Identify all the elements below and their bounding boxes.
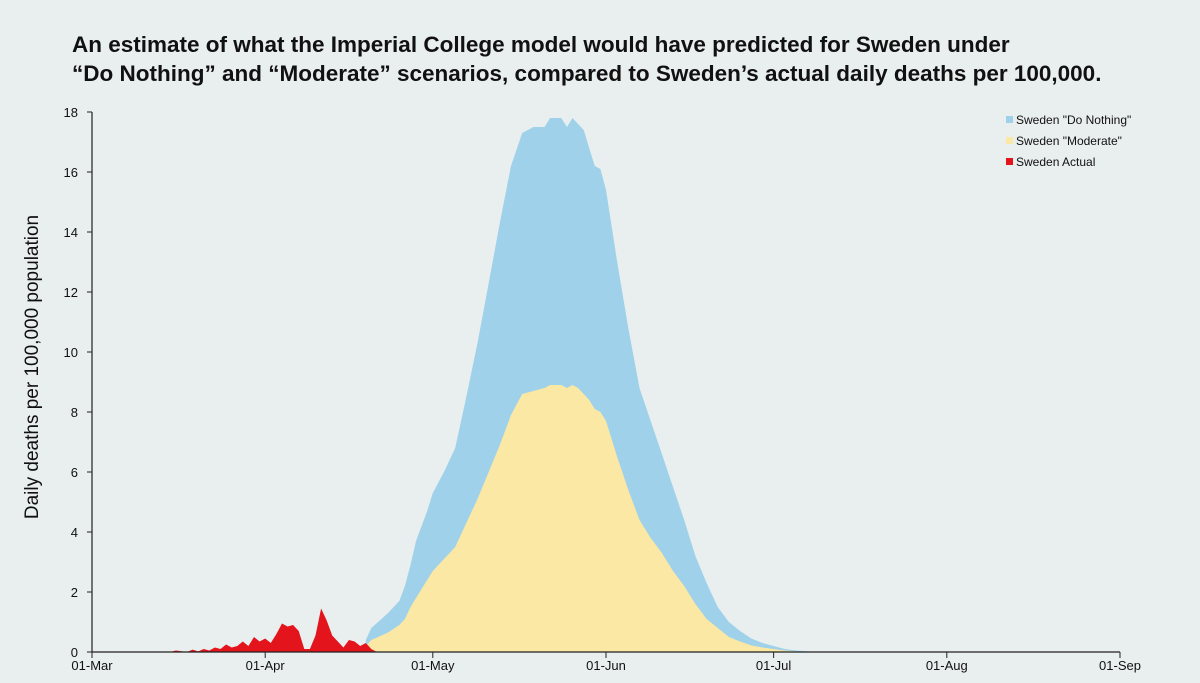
legend-swatch — [1006, 116, 1013, 123]
y-tick-label: 10 — [64, 345, 78, 360]
legend-swatch — [1006, 158, 1013, 165]
series-areas — [170, 118, 903, 652]
legend: Sweden "Do Nothing" Sweden "Moderate" Swed… — [1006, 113, 1131, 169]
legend-label: Sweden "Do Nothing" — [1016, 113, 1131, 127]
y-tick-label: 2 — [71, 585, 78, 600]
y-tick-label: 6 — [71, 465, 78, 480]
chart-title-line-1: An estimate of what the Imperial College… — [72, 32, 1010, 57]
y-tick-label: 4 — [71, 525, 78, 540]
chart-title-line-2: “Do Nothing” and “Moderate” scenarios, c… — [72, 61, 1102, 86]
y-tick-label: 18 — [64, 105, 78, 120]
x-tick-label: 01-Sep — [1099, 658, 1141, 673]
x-tick-label: 01-May — [411, 658, 455, 673]
x-tick-label: 01-Jun — [586, 658, 626, 673]
y-tick-label: 12 — [64, 285, 78, 300]
chart-title: An estimate of what the Imperial College… — [72, 30, 1152, 88]
series-area-actual — [170, 608, 377, 652]
x-tick-label: 01-Jul — [756, 658, 792, 673]
y-tick-label: 16 — [64, 165, 78, 180]
x-tick-label: 01-Apr — [246, 658, 286, 673]
y-tick-label: 14 — [64, 225, 78, 240]
legend-swatch — [1006, 137, 1013, 144]
y-tick-label: 0 — [71, 645, 78, 660]
legend-label: Sweden "Moderate" — [1016, 134, 1122, 148]
x-tick-label: 01-Aug — [926, 658, 968, 673]
y-tick-label: 8 — [71, 405, 78, 420]
series-area-moderate — [365, 385, 903, 652]
y-axis-label: Daily deaths per 100,000 population — [22, 215, 43, 519]
axes: 0 2 4 6 8 10 12 14 16 18 01-Mar 01-Apr 01-May 01-Jun 0… — [64, 105, 1141, 673]
legend-label: Sweden Actual — [1016, 155, 1095, 169]
x-tick-label: 01-Mar — [71, 658, 113, 673]
